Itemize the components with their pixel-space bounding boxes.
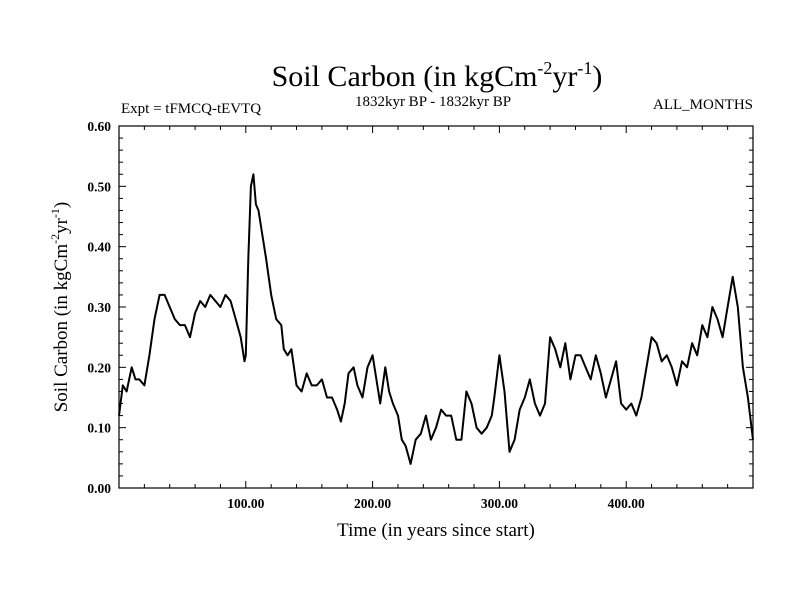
x-tick-label: 100.00 <box>227 496 264 511</box>
y-tick-label: 0.40 <box>87 240 111 255</box>
y-tick-label: 0.00 <box>87 481 111 496</box>
y-axis-label-sup1: -2 <box>48 234 62 244</box>
y-axis-label-end: ) <box>51 202 72 208</box>
chart-title-sup1: -2 <box>537 58 552 78</box>
months-label: ALL_MONTHS <box>653 97 753 113</box>
x-axis-label: Time (in years since start) <box>337 520 535 541</box>
experiment-label: Expt = tFMCQ-tEVTQ <box>121 101 261 117</box>
chart-title-main: Soil Carbon (in kgCm <box>272 60 538 93</box>
y-tick-label: 0.60 <box>87 119 111 134</box>
series-line-soil-carbon <box>118 173 754 465</box>
x-tick-label: 300.00 <box>481 496 518 511</box>
x-axis-ticks: 100.00 200.00 300.00 400.00 <box>118 126 754 511</box>
y-axis-label: Soil Carbon (in kgCm-2yr-1) <box>48 202 72 413</box>
plot-frame <box>118 125 754 489</box>
y-tick-label: 0.10 <box>87 421 111 436</box>
x-tick-label: 400.00 <box>608 496 645 511</box>
y-tick-label: 0.30 <box>87 300 111 315</box>
y-axis-ticks: 0.00 0.10 0.20 0.30 0.40 0.50 0.60 <box>87 119 753 496</box>
y-tick-label: 0.50 <box>87 179 111 194</box>
x-tick-label: 200.00 <box>354 496 391 511</box>
y-tick-label: 0.20 <box>87 360 111 375</box>
y-axis-label-main: Soil Carbon (in kgCm <box>51 244 72 413</box>
y-axis-label-sup2: -1 <box>48 208 62 218</box>
chart-title-sup2: -1 <box>577 58 592 78</box>
chart-title-end: ) <box>592 60 602 93</box>
chart-title-mid: yr <box>552 60 577 93</box>
period-label: 1832kyr BP - 1832kyr BP <box>355 94 511 110</box>
y-axis-label-mid: yr <box>51 217 72 234</box>
chart-title: Soil Carbon (in kgCm-2yr-1) <box>272 58 603 93</box>
